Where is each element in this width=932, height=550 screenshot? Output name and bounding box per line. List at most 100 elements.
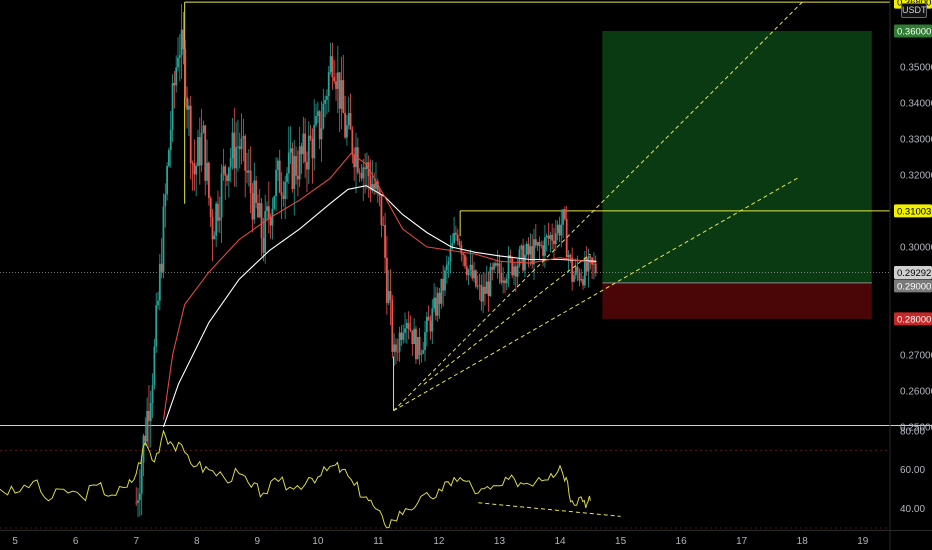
candle-body: [587, 256, 590, 272]
candle-body: [382, 225, 385, 226]
candle-body: [177, 57, 179, 68]
moving-average-fast[interactable]: [162, 152, 597, 420]
candle-body: [433, 297, 436, 309]
candle-body: [527, 243, 530, 255]
candle-body: [485, 281, 488, 294]
price-tag-resistance[interactable]: [894, 204, 932, 218]
time-tick-label: 6: [73, 536, 79, 547]
candle-body: [206, 162, 208, 181]
candle-body: [340, 80, 343, 109]
candle-body: [534, 239, 537, 246]
candle-body: [247, 170, 250, 173]
candle-body: [273, 196, 276, 209]
candle-body: [505, 278, 508, 284]
candle-body: [549, 234, 552, 239]
candle-body: [384, 225, 386, 258]
candle-body: [149, 402, 152, 422]
candle-body: [385, 257, 388, 303]
trendlines: [393, 1, 803, 412]
candle-body: [169, 129, 172, 151]
candle-body: [186, 97, 188, 110]
candle-body: [187, 105, 190, 110]
candle-body: [158, 263, 161, 301]
moving-averages: [162, 152, 597, 428]
candle-body: [574, 266, 577, 276]
candle-body: [202, 125, 205, 133]
time-tick-label: 5: [12, 536, 18, 547]
candle-body: [255, 180, 258, 203]
candle-body: [567, 254, 570, 258]
candle-body: [480, 285, 483, 302]
trendline-2[interactable]: [393, 176, 800, 412]
candle-body: [402, 332, 405, 340]
candle-body: [522, 245, 525, 271]
candle-body: [431, 308, 434, 332]
candle-body: [556, 224, 559, 234]
candle-body: [569, 254, 572, 258]
candle-body: [171, 83, 174, 130]
time-tick-label: 15: [615, 536, 627, 547]
divergence-line[interactable]: [478, 502, 621, 517]
candle-body: [135, 502, 138, 504]
candle-body: [420, 353, 423, 355]
time-tick-label: 11: [373, 536, 384, 547]
candle-body: [144, 435, 147, 442]
time-tick-label: 16: [676, 536, 688, 547]
price-tag-stop[interactable]: [894, 312, 932, 326]
candle-body: [235, 147, 238, 169]
candle-body: [416, 336, 419, 360]
candle-body: [266, 206, 268, 212]
oscillator-line[interactable]: [0, 429, 591, 529]
target-zone[interactable]: [602, 30, 872, 283]
moving-average-slow[interactable]: [162, 185, 597, 428]
candle-body: [198, 137, 201, 166]
candle-body: [306, 162, 308, 170]
price-tag-entry[interactable]: [894, 279, 932, 293]
candle-body: [424, 332, 426, 351]
candle-body: [215, 203, 218, 236]
price-tag-target[interactable]: [894, 24, 932, 38]
candle-body: [222, 166, 225, 174]
candle-body: [260, 203, 263, 239]
candle-body: [405, 322, 408, 329]
trendline-1[interactable]: [393, 1, 803, 412]
stop-zone[interactable]: [602, 282, 872, 319]
candle-body: [246, 170, 248, 173]
candle-body: [445, 264, 448, 271]
candle-body: [396, 351, 399, 353]
candle-body: [307, 135, 310, 170]
candle-body: [496, 263, 499, 266]
candle-body: [289, 148, 292, 153]
candle-body: [473, 270, 475, 279]
candle-body: [469, 264, 472, 270]
candle-body: [371, 184, 374, 191]
time-tick-label: 13: [494, 536, 506, 547]
candle-body: [393, 344, 396, 352]
candle-body: [429, 320, 432, 332]
candle-body: [529, 246, 532, 255]
candle-body: [404, 328, 406, 333]
candle-body: [218, 217, 221, 221]
candle-body: [516, 265, 519, 277]
time-tick-label: 17: [736, 536, 748, 547]
candle-body: [594, 263, 597, 273]
candle-body: [335, 81, 337, 89]
candle-body: [540, 245, 543, 247]
candle-body: [418, 336, 421, 355]
time-tick-label: 18: [797, 536, 809, 547]
candle-body: [346, 125, 348, 138]
price-tag-current[interactable]: [894, 265, 932, 279]
price-tag-target-label: 0.36000: [897, 26, 931, 37]
position-zones: [602, 30, 872, 319]
candle-body: [226, 175, 228, 181]
candle-body: [369, 176, 372, 191]
candle-body: [502, 280, 505, 283]
candle-body: [269, 217, 272, 226]
candle-body: [582, 279, 584, 286]
candle-body: [227, 167, 230, 181]
trendline-3[interactable]: [423, 253, 591, 385]
